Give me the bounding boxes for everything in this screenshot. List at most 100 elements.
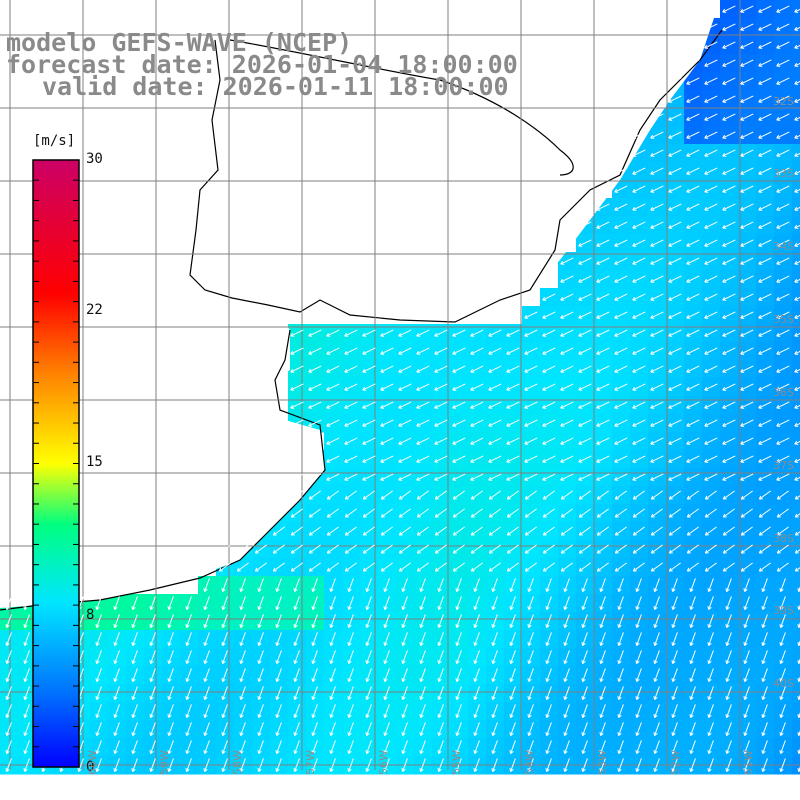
wind-arrow-head	[275, 642, 278, 646]
wind-arrow-head	[524, 350, 528, 355]
wind-arrow	[276, 704, 282, 718]
wind-arrow	[327, 508, 339, 518]
wind-arrow-head	[203, 642, 206, 646]
wind-arrow	[741, 526, 753, 536]
wind-arrow-head	[344, 495, 348, 500]
wind-arrow	[597, 562, 609, 572]
wind-arrow-head	[740, 440, 744, 445]
wind-arrow-head	[290, 422, 294, 427]
wind-arrow-head	[491, 678, 494, 682]
wind-arrow-head	[722, 80, 726, 85]
wind-arrow-head	[653, 588, 656, 592]
wind-arrow	[795, 567, 800, 572]
wind-arrow-head	[758, 260, 762, 265]
wind-arrow-head	[671, 606, 674, 610]
wind-arrow-head	[312, 588, 316, 592]
wind-arrow-head	[344, 567, 348, 572]
wind-arrow	[438, 722, 444, 736]
wind-arrow-head	[722, 386, 726, 391]
wind-arrow	[633, 490, 645, 500]
wind-arrow-head	[401, 624, 404, 628]
wind-arrow-head	[434, 513, 438, 518]
wind-arrow	[204, 578, 210, 592]
wind-arrow-head	[416, 422, 420, 427]
title-valid-date: valid date: 2026-01-11 18:00:00	[42, 72, 509, 101]
wind-arrow-head	[690, 732, 694, 736]
wind-cell	[792, 540, 800, 559]
wind-arrow	[452, 329, 466, 337]
wind-arrow	[744, 632, 750, 646]
wind-arrow-head	[506, 386, 510, 391]
wind-arrow	[438, 578, 444, 592]
wind-arrow	[744, 686, 750, 700]
wind-arrow	[438, 758, 444, 772]
wind-arrow-head	[758, 152, 762, 157]
wind-arrow-head	[312, 768, 316, 772]
wind-arrow-head	[221, 642, 224, 646]
wind-arrow	[294, 596, 300, 610]
wind-arrow-head	[420, 642, 424, 646]
wind-arrow-head	[722, 278, 726, 283]
wind-arrow-head	[725, 750, 728, 754]
wind-arrow	[758, 167, 772, 175]
wind-arrow-head	[632, 278, 636, 283]
wind-arrow	[276, 596, 282, 610]
wind-arrow-head	[275, 696, 278, 700]
wind-arrow	[489, 508, 501, 518]
wind-arrow	[438, 596, 444, 610]
wind-arrow	[722, 347, 736, 355]
wind-arrow	[708, 632, 714, 646]
wind-arrow	[380, 329, 394, 337]
wind-arrow	[114, 686, 120, 700]
wind-arrow	[312, 704, 318, 718]
wind-arrow	[434, 473, 448, 481]
wind-arrow-head	[527, 624, 530, 628]
wind-arrow	[330, 650, 336, 664]
lat-label-39s: 39S	[773, 604, 794, 617]
wind-arrow	[708, 578, 714, 592]
colorbar-tick-22: 22	[86, 302, 103, 318]
wind-arrow-head	[434, 332, 438, 337]
wind-arrow	[632, 203, 646, 211]
wind-arrow	[290, 383, 304, 391]
wind-arrow	[506, 401, 520, 409]
wind-arrow	[762, 614, 768, 628]
wind-arrow-head	[185, 606, 188, 610]
wind-arrow-head	[470, 440, 474, 445]
wind-arrow-head	[470, 368, 474, 373]
wind-arrow-head	[131, 714, 134, 718]
wind-arrow-head	[222, 606, 226, 610]
wind-arrow	[561, 562, 573, 572]
wind-arrow-head	[470, 549, 474, 554]
wind-arrow	[186, 686, 192, 700]
wind-arrow	[758, 203, 772, 211]
wind-arrow-head	[506, 495, 510, 500]
wind-arrow-head	[203, 588, 206, 592]
wind-arrow	[740, 5, 754, 13]
wind-arrow-head	[779, 750, 782, 754]
wind-arrow-head	[560, 260, 564, 265]
wind-arrow	[434, 347, 448, 355]
wind-arrow-head	[510, 678, 514, 682]
wind-arrow-head	[599, 660, 602, 664]
wind-arrow-head	[365, 588, 368, 592]
wind-arrow	[651, 490, 663, 500]
wind-arrow-head	[416, 549, 420, 554]
wind-arrow-head	[383, 696, 386, 700]
wind-arrow-head	[600, 624, 604, 628]
wind-arrow	[132, 668, 138, 682]
wind-arrow	[596, 329, 610, 337]
wind-arrow-head	[419, 696, 422, 700]
wind-arrow	[704, 185, 718, 193]
wind-arrow	[794, 188, 800, 193]
wind-arrow	[312, 740, 318, 754]
wind-arrow-head	[761, 660, 764, 664]
wind-arrow-head	[600, 750, 604, 754]
wind-arrow-head	[564, 642, 568, 646]
wind-arrow	[794, 116, 800, 121]
wind-arrow-head	[23, 696, 26, 700]
wind-arrow	[578, 329, 592, 337]
wind-arrow-head	[581, 642, 584, 646]
wind-arrow	[456, 668, 462, 682]
wind-arrow	[740, 167, 754, 175]
